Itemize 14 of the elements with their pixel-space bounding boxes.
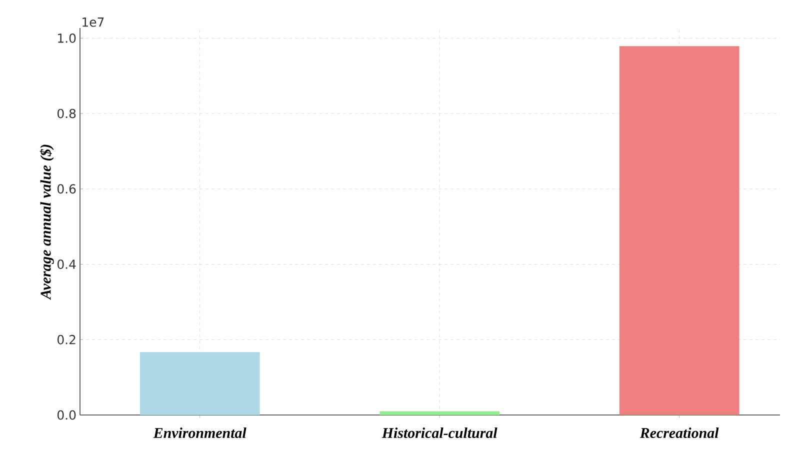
x-tick-label: Environmental xyxy=(153,428,246,438)
bar xyxy=(140,352,260,415)
y-tick-label: 0.6 xyxy=(58,184,76,194)
text: 1e7 xyxy=(82,18,104,27)
bar xyxy=(619,46,740,415)
y-tick-label: 0.8 xyxy=(58,108,76,118)
y-tick-label: 0.0 xyxy=(58,410,76,420)
bar xyxy=(380,411,500,415)
x-tick-label: Historical-cultural xyxy=(382,428,498,438)
y-tick-label: 1.0 xyxy=(58,33,76,43)
x-tick-label: Recreational xyxy=(640,428,719,438)
y-tick-label: 0.2 xyxy=(58,334,76,344)
y-axis-title: Average annual value ($) xyxy=(40,144,54,300)
y-tick-label: 0.4 xyxy=(58,260,76,269)
